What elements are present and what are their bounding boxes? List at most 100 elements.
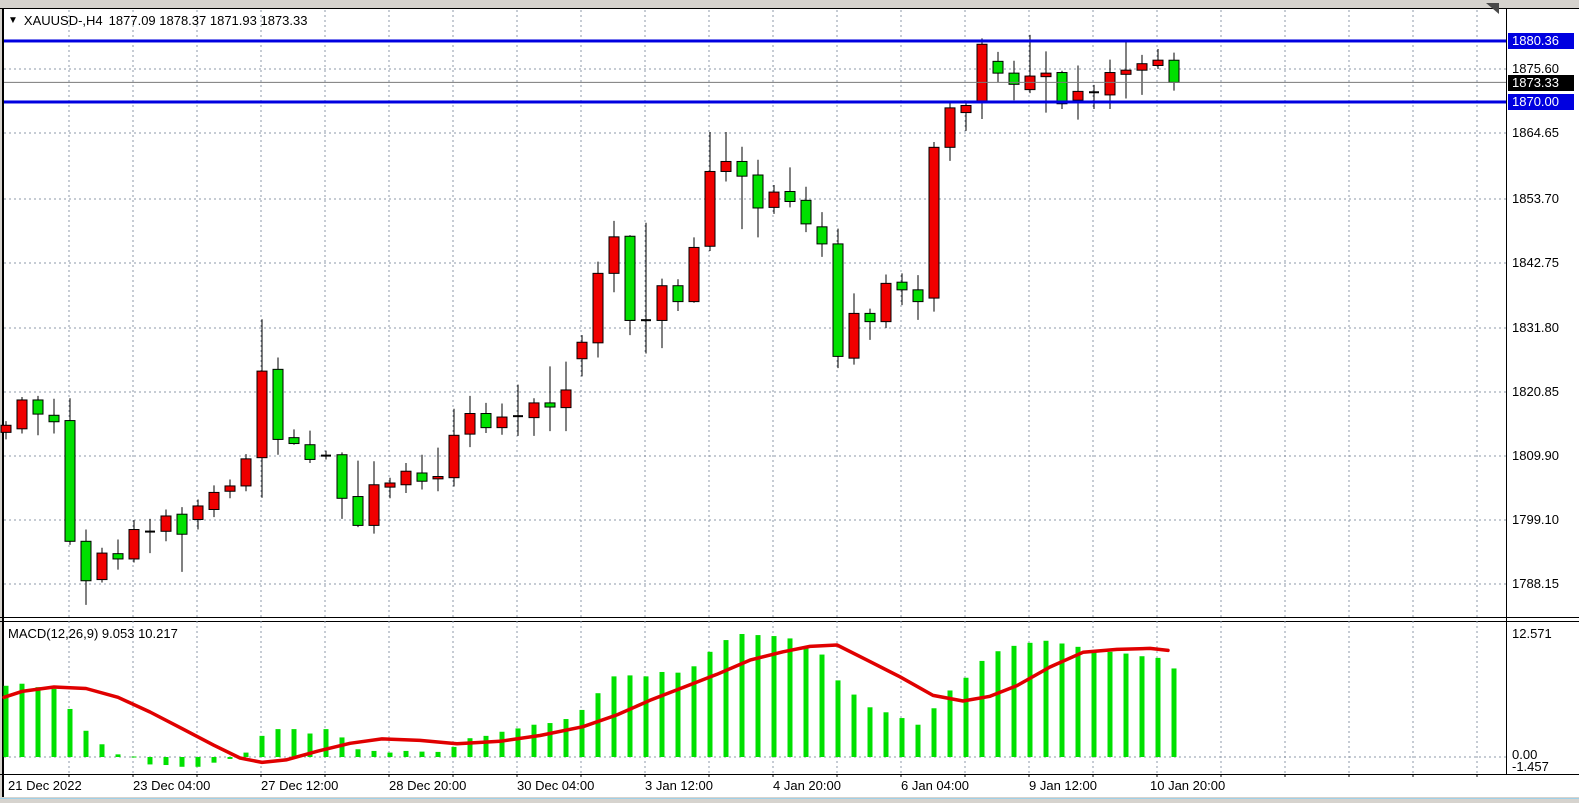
macd-histogram-bar	[1107, 651, 1113, 757]
macd-axis-label[interactable]: 12.571	[1512, 626, 1552, 641]
macd-histogram-bar	[323, 729, 329, 757]
time-axis-label[interactable]: 21 Dec 2022	[8, 778, 82, 793]
macd-histogram-bar	[435, 751, 441, 757]
candle-bearish	[208, 491, 220, 510]
candle-bullish	[304, 444, 316, 460]
macd-histogram-bar	[803, 648, 809, 757]
macd-histogram-bar	[675, 672, 681, 757]
macd-histogram-bar	[563, 719, 569, 757]
candle-bullish	[64, 420, 76, 542]
bottom-strip	[0, 797, 1579, 803]
price-axis-label[interactable]: 1820.85	[1512, 384, 1559, 399]
candle-bullish	[352, 496, 364, 526]
time-axis-label[interactable]: 28 Dec 20:00	[389, 778, 466, 793]
candle-bullish	[48, 414, 60, 423]
candle-bullish	[992, 60, 1004, 74]
price-axis-label[interactable]: 1875.60	[1512, 61, 1559, 76]
time-axis-label[interactable]: 27 Dec 12:00	[261, 778, 338, 793]
macd-histogram-bar	[195, 757, 201, 767]
macd-histogram-bar	[835, 680, 841, 757]
candle-bearish	[160, 515, 172, 532]
candle-bullish	[272, 368, 284, 440]
price-badge-label: 1880.36	[1512, 33, 1559, 48]
time-axis-label[interactable]: 6 Jan 04:00	[901, 778, 969, 793]
macd-histogram-bar	[627, 675, 633, 757]
macd-histogram-bar	[595, 693, 601, 757]
price-level-line[interactable]	[4, 39, 1506, 43]
price-axis-label[interactable]: 1799.10	[1512, 512, 1559, 527]
price-badge-bg	[1508, 33, 1574, 49]
macd-histogram-bar	[19, 683, 25, 757]
left-border	[2, 9, 4, 797]
macd-histogram-bar	[275, 729, 281, 757]
candle-bearish	[496, 416, 508, 429]
macd-histogram-bar	[483, 735, 489, 757]
chart-title: ▼ XAUUSD-,H4 1877.09 1878.37 1871.93 187…	[8, 13, 307, 28]
price-level-line[interactable]	[4, 100, 1506, 104]
ohlc-values: 1877.09 1878.37 1871.93 1873.33	[108, 13, 308, 28]
candle-bullish	[416, 472, 428, 482]
candle-bearish	[1136, 63, 1148, 71]
candle-bearish	[848, 312, 860, 359]
macd-histogram-bar	[643, 676, 649, 757]
price-axis-label[interactable]: 1864.65	[1512, 125, 1559, 140]
macd-histogram-bar	[547, 723, 553, 757]
macd-histogram-bar	[723, 640, 729, 757]
candle-bearish	[960, 105, 972, 114]
macd-histogram-bar	[1155, 657, 1161, 757]
candle-bearish	[928, 146, 940, 299]
time-axis-label[interactable]: 3 Jan 12:00	[645, 778, 713, 793]
macd-histogram-bar	[1139, 656, 1145, 757]
candle-bullish	[1056, 72, 1068, 105]
candle-bearish	[976, 43, 988, 103]
price-axis-label[interactable]: 1788.15	[1512, 576, 1559, 591]
candle-bearish	[128, 529, 140, 560]
time-axis-label[interactable]: 23 Dec 04:00	[133, 778, 210, 793]
candle-bearish	[0, 424, 12, 433]
macd-histogram-bar	[883, 712, 889, 757]
macd-histogram-bar	[179, 757, 185, 767]
candle-bearish	[576, 341, 588, 360]
time-axis-label[interactable]: 10 Jan 20:00	[1150, 778, 1225, 793]
macd-histogram-bar	[35, 687, 41, 757]
candle-bearish	[368, 484, 380, 526]
macd-histogram-bar	[243, 752, 249, 757]
candle-bearish	[688, 246, 700, 303]
macd-histogram-bar	[995, 651, 1001, 757]
price-badge-label: 1870.00	[1512, 94, 1559, 109]
macd-histogram-bar	[163, 757, 169, 766]
candle-bearish	[192, 505, 204, 521]
candle-bearish	[384, 482, 396, 488]
symbol-dropdown-icon[interactable]: ▼	[8, 15, 18, 26]
candle-bearish	[528, 402, 540, 419]
price-axis-label[interactable]: 1831.80	[1512, 320, 1559, 335]
price-axis-label[interactable]: 1809.90	[1512, 448, 1559, 463]
time-axis-label[interactable]: 30 Dec 04:00	[517, 778, 594, 793]
candle-bearish	[16, 399, 28, 430]
candle-bearish	[1040, 72, 1052, 78]
price-axis-label[interactable]: 1853.70	[1512, 191, 1559, 206]
candle-bearish	[96, 552, 108, 581]
time-axis-label[interactable]: 4 Jan 20:00	[773, 778, 841, 793]
time-axis-label[interactable]: 9 Jan 12:00	[1029, 778, 1097, 793]
price-badge-bg	[1508, 75, 1574, 91]
macd-histogram-bar	[259, 735, 265, 757]
macd-histogram-bar	[451, 746, 457, 757]
macd-axis-label[interactable]: 0.00	[1512, 747, 1537, 762]
macd-histogram-bar	[227, 757, 233, 759]
scroll-end-marker[interactable]	[1486, 3, 1499, 14]
candle-bullish	[800, 199, 812, 225]
macd-histogram-bar	[467, 738, 473, 757]
macd-histogram-bar	[1075, 646, 1081, 757]
macd-histogram-bar	[771, 636, 777, 757]
candle-bearish	[944, 107, 956, 148]
candle-bullish	[832, 243, 844, 357]
price-axis-label[interactable]: 1842.75	[1512, 255, 1559, 270]
candle-bearish	[880, 282, 892, 323]
macd-axis-label[interactable]: -1.457	[1512, 759, 1549, 774]
macd-histogram-bar	[387, 752, 393, 757]
macd-histogram-bar	[211, 757, 217, 763]
candle-bullish	[896, 281, 908, 291]
candle-bearish	[256, 370, 268, 459]
